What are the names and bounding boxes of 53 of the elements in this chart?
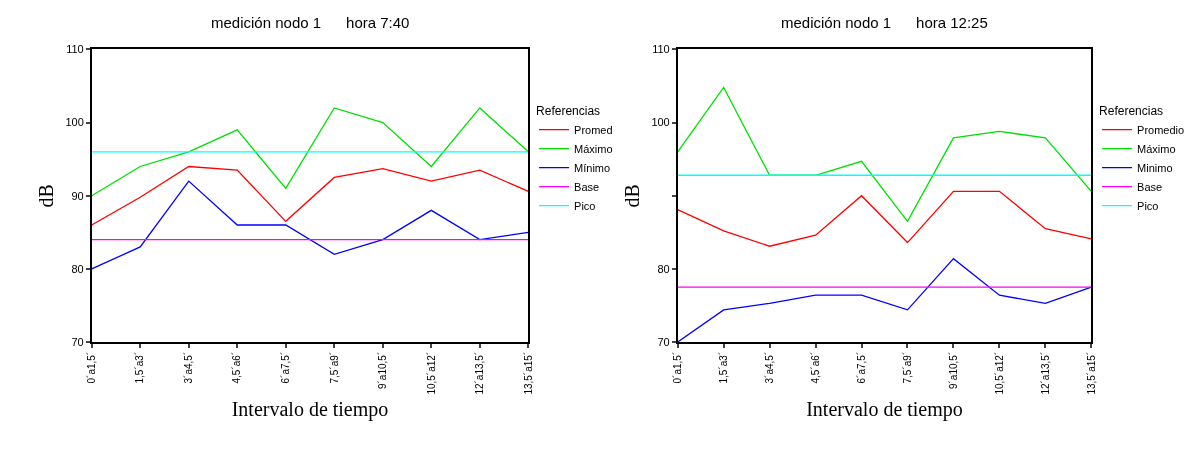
- legend-label: Promed: [574, 123, 613, 136]
- chart-title: medición nodo 1 hora 7:40: [211, 14, 410, 31]
- x-axis-title: Intervalo de tiempo: [231, 397, 389, 421]
- line-series: [91, 107, 529, 197]
- x-tick-label: 4,5´a6´: [809, 351, 821, 384]
- y-tick-label: 110: [652, 43, 670, 56]
- x-tick-label: 7,5´a9´: [901, 351, 913, 384]
- x-tick-label: 0´a1,5´: [671, 351, 683, 384]
- legend-label: Máximo: [574, 142, 613, 155]
- legend-label: Minimo: [1137, 161, 1173, 174]
- y-tick-label: 110: [66, 43, 84, 56]
- x-tick-label: 10,5´a12´: [993, 351, 1005, 395]
- x-tick-label: 1,5´a3´: [134, 351, 146, 384]
- legend-label: Pico: [574, 199, 596, 212]
- line-series: [677, 190, 1092, 247]
- legend-title: Referencias: [536, 104, 601, 119]
- x-tick-label: 6´a7,5´: [280, 351, 292, 384]
- x-tick-label: 9´a10,5´: [377, 351, 389, 390]
- x-tick-label: 1,5´a3´: [717, 351, 729, 384]
- x-tick-label: 0´a1,5´: [85, 351, 97, 384]
- y-tick-label: 100: [651, 116, 670, 129]
- x-axis-title: Intervalo de tiempo: [806, 397, 963, 421]
- line-series: [91, 165, 529, 226]
- legend-label: Promedio: [1137, 123, 1185, 136]
- legend-label: Máximo: [1137, 142, 1176, 155]
- x-tick-label: 10,5´a12´: [425, 351, 437, 395]
- x-tick-label: 12´a13,5´: [474, 351, 486, 395]
- y-tick-label: 90: [71, 189, 84, 202]
- y-tick-label: 100: [65, 116, 84, 129]
- x-tick-label: 7,5´a9´: [328, 351, 340, 384]
- y-tick-label: 80: [657, 262, 670, 275]
- legend-label: Base: [1137, 180, 1163, 193]
- legend-title: Referencias: [1099, 104, 1164, 119]
- line-series: [677, 258, 1092, 343]
- y-tick-label: 80: [71, 262, 84, 275]
- legend-label: Pico: [1137, 199, 1159, 212]
- chart-title: medición nodo 1 hora 12:25: [781, 14, 988, 31]
- y-tick-label: 70: [71, 335, 84, 348]
- line-series: [91, 180, 529, 270]
- x-tick-label: 3´a4,5´: [763, 351, 775, 384]
- x-tick-label: 6´a7,5´: [855, 351, 867, 384]
- x-tick-label: 13,5´a15´: [522, 351, 534, 395]
- line-series: [677, 86, 1092, 222]
- y-axis-title: dB: [621, 184, 644, 208]
- x-tick-label: 3´a4,5´: [182, 351, 194, 384]
- x-tick-label: 4,5´a6´: [231, 351, 243, 384]
- y-tick-label: 70: [657, 335, 670, 348]
- x-tick-label: 9´a10,5´: [947, 351, 959, 390]
- y-axis-title: dB: [35, 184, 58, 208]
- x-tick-label: 12´a13,5´: [1039, 351, 1051, 395]
- legend-label: Mínimo: [574, 161, 611, 174]
- x-tick-label: 13,5´a15´: [1085, 351, 1097, 395]
- legend-label: Base: [574, 180, 600, 193]
